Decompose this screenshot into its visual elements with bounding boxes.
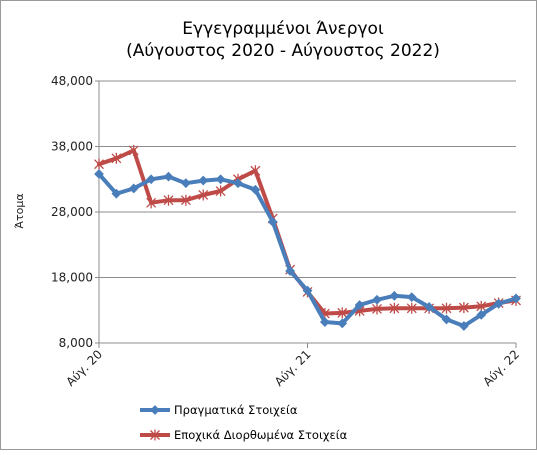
series-1-point <box>476 309 487 320</box>
series-1-point <box>250 184 261 195</box>
y-axis-label: Άτομα <box>13 193 26 228</box>
series-2-point <box>215 185 226 197</box>
series-1-point <box>406 292 417 303</box>
series-1-point <box>198 175 209 186</box>
x-tick-label: Αύγ. 21 <box>272 347 314 389</box>
series-2-point <box>406 302 417 314</box>
chart-title-line2: (Αύγουστος 2020 - Αύγουστος 2022) <box>126 41 440 61</box>
legend-swatch-marker <box>150 429 160 441</box>
series-1-point <box>458 321 469 331</box>
series-1-point <box>180 178 191 189</box>
series-1-point <box>267 216 278 227</box>
chart-title-line1: Εγγεγραμμένοι Άνεργοι <box>182 19 384 39</box>
series-1-point <box>441 314 452 325</box>
y-tick-label: 18,000 <box>51 271 93 285</box>
series-1-point <box>302 285 313 296</box>
series-1-point <box>337 318 348 329</box>
series-2-point <box>180 194 191 206</box>
series-1-point <box>94 169 104 179</box>
series-2-point <box>458 302 469 314</box>
series-1-point <box>285 266 296 276</box>
series-2-point <box>163 194 174 206</box>
series-2-point <box>128 144 139 156</box>
series-2-point <box>441 302 452 314</box>
legend-label: Πραγματικά Στοιχεία <box>174 403 298 417</box>
y-tick-label: 38,000 <box>51 140 93 154</box>
series-2-point <box>146 197 157 209</box>
series-2-point <box>389 302 400 314</box>
series-1 <box>94 169 521 331</box>
series-1-point <box>354 300 365 310</box>
series-1-point <box>215 174 226 185</box>
legend-swatch-marker <box>150 405 160 415</box>
series-1-point <box>372 294 382 305</box>
y-tick-label: 48,000 <box>51 74 93 88</box>
series-1-point <box>389 290 400 301</box>
series-2-point <box>250 165 261 177</box>
series-1-point <box>128 183 139 194</box>
series-1-point <box>163 171 174 182</box>
series-1-line <box>97 172 518 328</box>
legend-label: Εποχικά Διορθωμένα Στοιχεία <box>174 428 348 442</box>
series-1-point <box>233 178 243 189</box>
series-2-point <box>198 189 209 201</box>
series-1-point <box>511 293 521 304</box>
series-2-point <box>94 158 104 170</box>
series-2-point <box>337 307 348 319</box>
series-1-point <box>424 302 435 312</box>
y-tick-label: 8,000 <box>59 336 93 350</box>
series-1-point <box>319 317 330 327</box>
x-tick-label: Αύγ. 22 <box>480 347 522 389</box>
series-2-point <box>372 303 382 315</box>
x-tick-label: Αύγ. 20 <box>63 347 105 389</box>
series-2-point <box>111 152 122 164</box>
y-tick-label: 28,000 <box>51 205 93 219</box>
series-1-point <box>493 298 504 309</box>
series-1-point <box>146 174 157 185</box>
series-1-point <box>111 188 122 199</box>
